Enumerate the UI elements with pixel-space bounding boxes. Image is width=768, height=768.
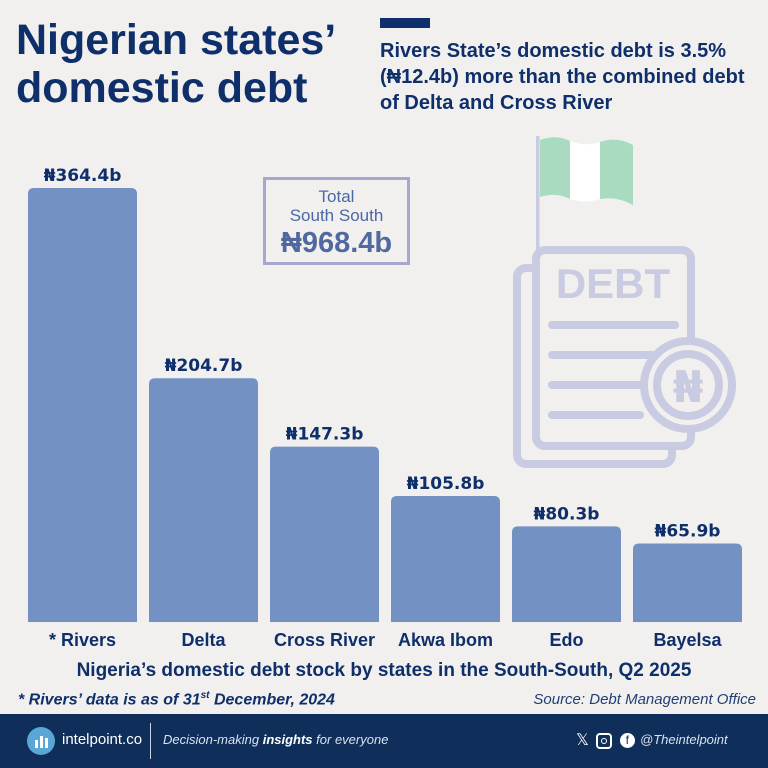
category-label: Delta [181,630,226,650]
bar-delta [149,378,258,622]
bar-cross-river [270,446,379,622]
bar-value-label: ₦204.7b [165,356,243,376]
category-label: Cross River [274,630,375,650]
category-label: Edo [550,630,584,650]
bar-value-label: ₦364.4b [44,166,122,186]
instagram-icon[interactable] [596,732,613,749]
nigeria-flag-icon [536,136,633,254]
page-title: Nigerian states’ domestic debt [16,16,334,112]
x-icon[interactable]: 𝕏 [576,732,589,749]
bar-value-label: ₦80.3b [534,504,600,524]
total-region-label: South South [289,206,384,225]
category-label: * Rivers [49,630,116,650]
bar-bayelsa [633,543,742,622]
source-note: Source: Debt Management Office [533,691,756,708]
bar-value-label: ₦147.3b [286,425,364,445]
tagline-end: for everyone [312,732,389,747]
footer-bar: intelpoint.co Decision-making insights f… [0,714,768,768]
total-value: ₦968.4b [280,227,393,259]
tagline-bold: insights [262,732,313,747]
category-label: Bayelsa [653,630,722,650]
bar-value-label: ₦65.9b [655,522,721,542]
headline-subtitle: Rivers State’s domestic debt is 3.5% (₦1… [380,40,745,114]
accent-bar [380,18,430,28]
tagline-start: Decision-making [163,732,263,747]
footnote: * Rivers’ data is as of 31st December, 2… [18,690,335,709]
chart-caption: Nigeria’s domestic debt stock by states … [76,660,692,681]
bar-edo [512,526,621,622]
footnote-text-end: December, 2024 [209,691,335,709]
footnote-text: * Rivers’ data is as of 31 [18,691,201,709]
debt-label: DEBT [556,260,671,307]
bar-value-label: ₦105.8b [407,474,485,494]
naira-coin-icon: ₦ [673,362,704,413]
footer-divider [150,723,151,759]
debt-document-icon [513,246,736,468]
brand-link[interactable]: intelpoint.co [62,731,143,748]
bar-chart: DEBT ₦ ₦364.4b * Rivers ₦204.7b Delta ₦147.3… [28,136,742,650]
footnote-superscript: st [200,690,210,701]
facebook-icon[interactable]: f [619,733,635,749]
bar-rivers [28,188,137,622]
tagline: Decision-making insights for everyone [163,732,388,747]
total-label: Total [318,187,355,206]
total-box: Total South South ₦968.4b [263,177,410,265]
intelpoint-logo-icon[interactable] [27,727,55,755]
social-icons: 𝕏 f [576,730,635,750]
bar-akwa-ibom [391,495,500,622]
category-label: Akwa Ibom [398,630,493,650]
social-handle[interactable]: @Theintelpoint [640,732,728,747]
